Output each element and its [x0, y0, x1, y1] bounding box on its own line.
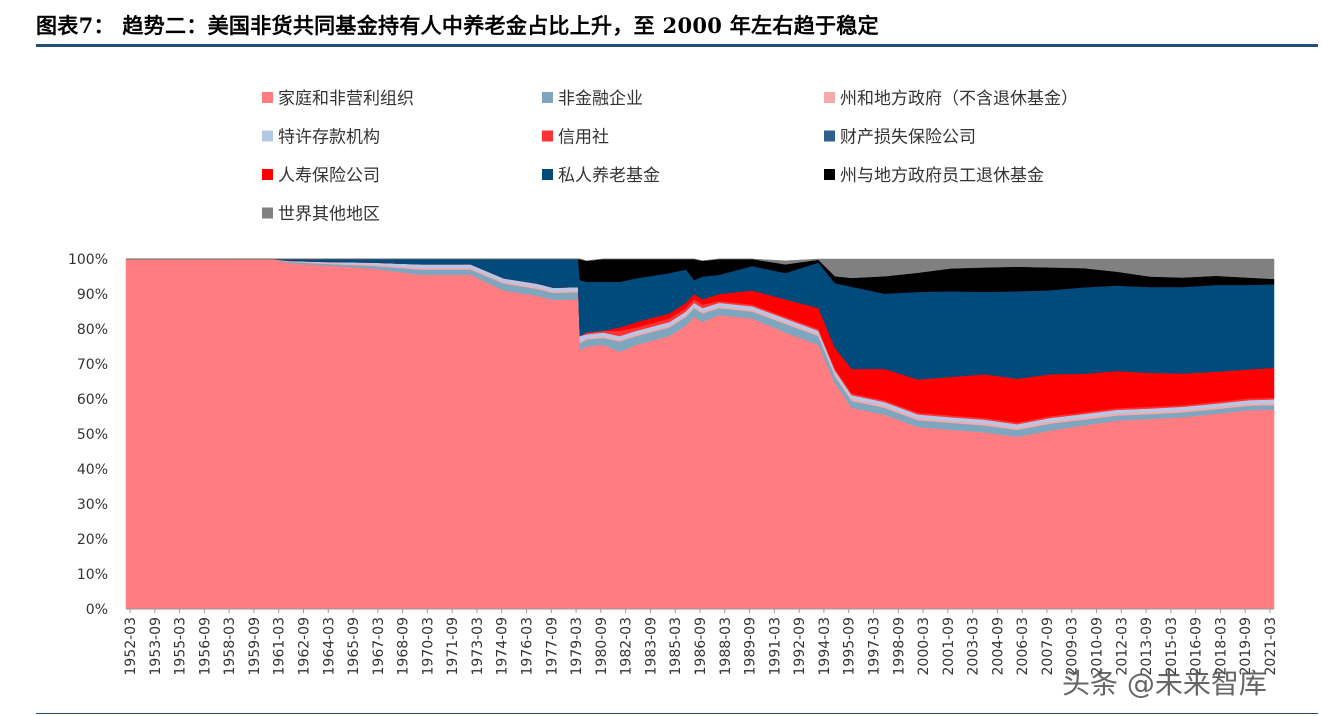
x-tick-label: 2019-09 [1238, 617, 1254, 676]
x-tick-label: 1977-09 [544, 617, 560, 676]
x-tick-label: 1953-09 [148, 617, 164, 676]
legend-label-5: 信用社 [558, 128, 609, 148]
area-series-group [125, 258, 1275, 610]
x-tick-label: 1992-09 [792, 617, 808, 676]
x-tick-label: 1962-09 [296, 617, 312, 676]
x-tick-label: 2012-03 [1114, 617, 1130, 676]
x-tick-label: 1974-09 [495, 617, 511, 676]
x-tick-label: 1970-03 [420, 617, 436, 676]
x-tick-label: 1967-03 [371, 617, 387, 676]
legend-swatch-3 [824, 92, 835, 103]
x-tick-label: 1959-09 [247, 617, 263, 676]
x-tick-label: 1956-09 [197, 617, 213, 676]
x-tick-label: 1994-03 [817, 617, 833, 676]
x-tick-label: 1958-03 [222, 617, 238, 676]
x-tick-label: 2000-03 [916, 617, 932, 676]
x-tick-label: 1961-03 [272, 617, 288, 676]
y-tick-label: 30% [77, 497, 108, 513]
watermark: 头条 @未来智库 [1062, 667, 1267, 700]
legend-swatch-2 [542, 92, 553, 103]
y-tick-label: 90% [77, 287, 108, 303]
legend-label-1: 家庭和非营利组织 [278, 89, 414, 109]
x-tick-label: 1983-09 [643, 617, 659, 676]
chart-legend: 家庭和非营利组织 非金融企业 州和地方政府（不含退休基金） 特许存款机构 信用社 财产损失… [262, 89, 1078, 225]
y-tick-label: 80% [77, 322, 108, 338]
y-tick-label: 10% [77, 567, 108, 583]
legend-swatch-10 [262, 207, 273, 219]
y-tick-label: 0% [86, 602, 108, 618]
x-tick-label: 1991-03 [767, 617, 783, 676]
figure-title: 图表7： 趋势二：美国非货共同基金持有人中养老金占比上升，至 2000 年左右趋… [36, 13, 879, 38]
bottom-divider [36, 713, 1318, 714]
legend-label-3: 州和地方政府（不含退休基金） [840, 89, 1078, 109]
legend-swatch-6 [824, 130, 835, 142]
x-tick-label: 1997-03 [866, 617, 882, 676]
x-tick-label: 1965-09 [346, 617, 362, 676]
x-tick-label: 1976-03 [520, 617, 536, 676]
x-tick-label: 1979-03 [569, 617, 585, 676]
x-axis: 1952-03 1953-09 1955-03 1956-09 1958-03 1959-… [123, 608, 1279, 676]
x-tick-label: 2015-03 [1164, 617, 1180, 676]
x-tick-label: 1952-03 [123, 617, 139, 676]
y-tick-label: 70% [77, 357, 108, 373]
x-tick-label: 2004-09 [990, 617, 1006, 676]
legend-label-10: 世界其他地区 [278, 205, 380, 225]
title-divider [36, 44, 1318, 47]
y-tick-label: 60% [77, 392, 108, 408]
y-tick-label: 20% [77, 532, 108, 548]
x-tick-label: 1955-03 [173, 617, 189, 676]
legend-label-6: 财产损失保险公司 [840, 128, 976, 148]
x-tick-label: 2016-09 [1189, 617, 1205, 676]
x-tick-label: 2018-03 [1213, 617, 1229, 676]
legend-swatch-7 [262, 169, 273, 180]
legend-swatch-8 [542, 169, 553, 180]
legend-label-7: 人寿保险公司 [278, 166, 380, 186]
x-tick-label: 2021-03 [1263, 617, 1279, 676]
x-tick-label: 2009-03 [1065, 617, 1081, 676]
x-tick-label: 2007-09 [1040, 617, 1056, 676]
x-tick-label: 1980-09 [594, 617, 610, 676]
x-tick-label: 1986-09 [693, 617, 709, 676]
x-tick-label: 2003-03 [966, 617, 982, 676]
legend-label-9: 州与地方政府员工退休基金 [840, 166, 1044, 186]
x-tick-label: 1989-09 [743, 617, 759, 676]
x-tick-label: 1982-03 [619, 617, 635, 676]
legend-swatch-4 [262, 130, 273, 142]
x-tick-label: 1988-03 [718, 617, 734, 676]
x-tick-label: 2006-03 [1015, 617, 1031, 676]
legend-swatch-9 [824, 169, 835, 180]
y-axis: 0% 10% 20% 30% 40% 50% 60% 70% 80% 90% 100% [68, 252, 108, 618]
x-tick-label: 1973-03 [470, 617, 486, 676]
legend-label-4: 特许存款机构 [278, 128, 380, 148]
x-tick-label: 1968-09 [396, 617, 412, 676]
x-tick-label: 2001-09 [941, 617, 957, 676]
area-series-10 [126, 258, 1275, 280]
x-tick-label: 1995-09 [842, 617, 858, 676]
x-tick-label: 2013-09 [1139, 617, 1155, 676]
y-tick-label: 100% [68, 252, 108, 268]
legend-label-8: 私人养老基金 [558, 166, 660, 186]
legend-swatch-5 [542, 130, 553, 142]
legend-swatch-1 [262, 92, 273, 103]
legend-label-2: 非金融企业 [558, 89, 643, 109]
x-tick-label: 2010-09 [1090, 617, 1106, 676]
x-tick-label: 1998-09 [891, 617, 907, 676]
x-tick-label: 1971-09 [445, 617, 461, 676]
x-tick-label: 1964-03 [321, 617, 337, 676]
y-tick-label: 40% [77, 462, 108, 478]
x-tick-label: 1985-03 [668, 617, 684, 676]
y-tick-label: 50% [77, 427, 108, 443]
